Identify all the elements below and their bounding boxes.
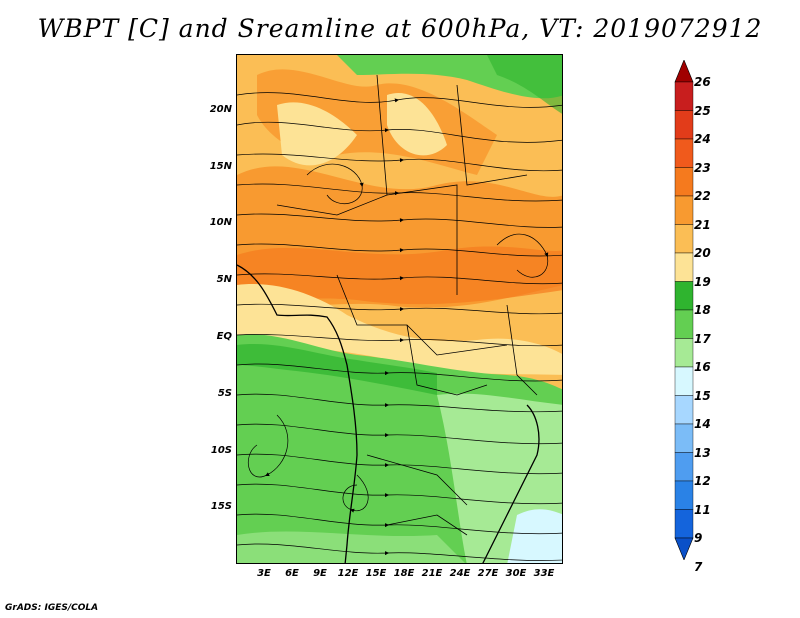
colorbar-swatch [674, 224, 694, 254]
coastlines [237, 264, 540, 563]
colorbar-label: 14 [694, 417, 711, 431]
colorbar-label: 23 [694, 160, 711, 175]
colorbar [674, 60, 694, 560]
colorbar-swatch [674, 366, 694, 396]
colorbar-label: 19 [694, 274, 711, 289]
y-tick-15n: 15N [209, 161, 232, 172]
x-tick-12e: 12E [337, 568, 359, 579]
y-tick-15s: 15S [210, 501, 232, 512]
y-tick-eq: EQ [216, 331, 232, 342]
colorbar-label: 17 [694, 331, 711, 346]
colorbar-swatch [674, 252, 694, 282]
x-tick-9e: 9E [313, 568, 327, 579]
wbpt-19-patch-1 [277, 102, 357, 166]
colorbar-label: 11 [694, 502, 711, 517]
colorbar-label: 20 [694, 246, 711, 260]
colorbar-label: 22 [694, 189, 711, 203]
y-tick-10s: 10S [210, 445, 232, 456]
colorbar-swatch [674, 452, 694, 482]
grads-credit: GrADS: IGES/COLA [5, 603, 99, 613]
colorbar-label: 7 [694, 559, 703, 574]
colorbar-swatch [674, 138, 694, 168]
colorbar-label: 16 [694, 360, 711, 374]
colorbar-swatch [674, 81, 694, 111]
map-plot-area [236, 54, 563, 564]
colorbar-swatch [674, 338, 694, 368]
colorbar-top-triangle [674, 60, 694, 83]
y-tick-10n: 10N [209, 217, 232, 228]
colorbar-bottom-triangle [674, 537, 694, 560]
x-tick-18e: 18E [393, 568, 415, 579]
y-tick-20n: 20N [209, 104, 232, 115]
colorbar-swatch [674, 110, 694, 140]
colorbar-swatch [674, 423, 694, 453]
x-tick-27e: 27E [477, 568, 499, 579]
colorbar-swatch [674, 480, 694, 510]
colorbar-swatch [674, 281, 694, 311]
x-tick-21e: 21E [421, 568, 443, 579]
x-tick-30e: 30E [505, 568, 527, 579]
wbpt-18-south [237, 343, 437, 395]
colorbar-swatch [674, 195, 694, 225]
colorbar-label: 24 [694, 132, 711, 146]
colorbar-swatch [674, 395, 694, 425]
colorbar-label: 25 [694, 103, 711, 118]
colorbar-label: 12 [694, 474, 711, 488]
colorbar-swatch [674, 167, 694, 197]
wbpt-18-north [487, 55, 562, 114]
colorbar-label: 18 [694, 303, 711, 317]
wbpt-15-patch [507, 509, 562, 563]
colorbar-label: 26 [694, 75, 711, 89]
colorbar-label: 13 [694, 445, 711, 460]
y-tick-5n: 5N [216, 274, 232, 285]
x-tick-3e: 3E [257, 568, 271, 579]
y-tick-5s: 5S [217, 388, 232, 399]
colorbar-swatch [674, 509, 694, 539]
wbpt-19-patch-2 [387, 93, 447, 156]
x-tick-15e: 15E [365, 568, 387, 579]
x-tick-6e: 6E [285, 568, 299, 579]
colorbar-label: 15 [694, 388, 711, 403]
streamlines [237, 92, 562, 561]
country-borders [276, 74, 538, 536]
x-tick-33e: 33E [533, 568, 555, 579]
colorbar-swatch [674, 309, 694, 339]
chart-title: WBPT [C] and Sreamline at 600hPa, VT: 20… [37, 14, 763, 43]
colorbar-label: 21 [694, 217, 711, 232]
x-tick-24e: 24E [449, 568, 471, 579]
wbpt-16-south [237, 531, 465, 563]
wbpt-22-band [237, 246, 562, 305]
colorbar-label: 9 [694, 531, 703, 545]
